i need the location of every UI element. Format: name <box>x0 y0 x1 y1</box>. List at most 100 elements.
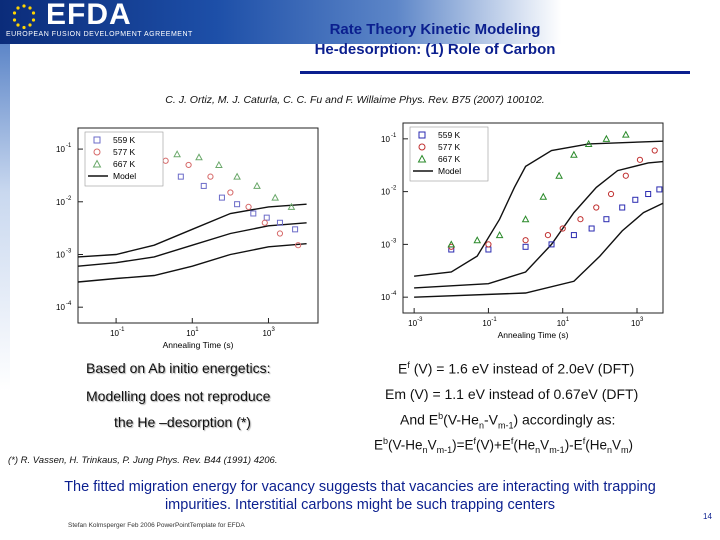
x-tick-label: 10 <box>262 329 271 338</box>
data-point-circle <box>276 230 284 237</box>
data-point-circle <box>651 147 658 154</box>
data-point-triangle <box>473 236 482 244</box>
y-tick-label: 10 <box>381 188 390 197</box>
data-point-triangle <box>584 139 593 147</box>
legend-label: Model <box>113 171 136 181</box>
efda-logo: EFDA <box>46 0 132 31</box>
data-point-triangle <box>495 231 504 239</box>
data-point-square <box>234 201 241 208</box>
data-point-triangle <box>570 150 578 158</box>
y-tick-exponent: -4 <box>66 301 72 307</box>
data-point-circle <box>485 241 492 248</box>
legend-label: 559 K <box>113 135 136 145</box>
legend-marker <box>418 143 426 151</box>
data-point-square <box>218 194 225 201</box>
left-text-line-1: Based on Ab initio energetics: <box>86 360 271 376</box>
legend-label: 667 K <box>438 154 461 164</box>
y-tick-exponent: -2 <box>391 186 397 192</box>
legend-label: Model <box>438 166 461 176</box>
title-line-2: He-desorption: (1) Role of Carbon <box>314 41 556 58</box>
data-point-triangle <box>287 202 296 210</box>
y-tick-exponent: -1 <box>66 143 72 149</box>
model-curve <box>414 202 664 298</box>
model-curve <box>77 203 307 258</box>
x-tick-label: 10 <box>186 329 195 338</box>
x-tick-exponent: -3 <box>417 317 423 323</box>
x-tick-label: 10 <box>110 329 119 338</box>
data-point-triangle <box>555 171 563 179</box>
y-tick-label: 10 <box>381 135 390 144</box>
data-point-circle <box>261 219 268 226</box>
data-point-triangle <box>621 130 630 138</box>
y-tick-label: 10 <box>381 293 390 302</box>
data-point-circle <box>607 190 615 198</box>
y-tick-label: 10 <box>56 198 65 207</box>
title-rule <box>300 71 690 74</box>
header-bar: EFDA EUROPEAN FUSION DEVELOPMENT AGREEME… <box>0 0 720 44</box>
data-point-circle <box>636 156 644 163</box>
y-tick-exponent: -1 <box>391 133 397 139</box>
y-tick-exponent: -4 <box>391 291 397 297</box>
data-point-square <box>276 219 283 226</box>
y-tick-label: 10 <box>56 145 65 154</box>
y-tick-exponent: -3 <box>391 238 397 244</box>
legend-box <box>409 126 489 182</box>
data-point-triangle <box>253 181 261 189</box>
data-point-square <box>200 182 207 189</box>
y-tick-label: 10 <box>56 303 65 312</box>
em-statement: Em (V) = 1.1 eV instead of 0.67eV (DFT) <box>385 386 639 402</box>
x-tick-exponent: 1 <box>566 317 570 323</box>
legend-marker <box>93 148 101 156</box>
footer-text: Stefan Kolmsperger Feb 2006 PowerPointTe… <box>68 522 245 529</box>
data-point-square <box>548 241 555 248</box>
x-tick-label: 10 <box>482 319 491 328</box>
model-curve <box>414 140 664 277</box>
legend-label: 667 K <box>113 159 136 169</box>
legend-label: 577 K <box>113 147 136 157</box>
page-number: 14 <box>703 512 712 521</box>
x-tick-label: 10 <box>408 319 417 328</box>
data-point-circle <box>295 242 302 249</box>
footnote: (*) R. Vassen, H. Trinkaus, P. Jung Phys… <box>8 455 278 466</box>
data-point-circle <box>245 203 252 210</box>
data-point-square <box>632 196 639 203</box>
data-point-triangle <box>195 153 203 161</box>
legend-label: 559 K <box>438 130 461 140</box>
left-text-line-3: the He –desorption (*) <box>114 414 251 430</box>
x-tick-exponent: 1 <box>195 327 199 333</box>
x-axis-label: Annealing Time (s) <box>163 340 234 350</box>
right-chart: 10 -3 10 -1 10 1 10 310 -110 -210 -310 -4Annealing … <box>381 122 664 340</box>
legend-marker <box>418 131 426 139</box>
efda-subtitle: EUROPEAN FUSION DEVELOPMENT AGREEMENT <box>6 31 193 38</box>
x-tick-exponent: -1 <box>491 317 497 323</box>
data-point-circle <box>622 172 629 179</box>
model-curve <box>414 160 664 289</box>
data-point-square <box>619 204 626 211</box>
x-tick-label: 10 <box>557 319 566 328</box>
legend-marker <box>93 136 101 144</box>
conclusion-text: The fitted migration energy for vacancy … <box>64 479 656 513</box>
data-point-circle <box>522 237 529 244</box>
x-tick-label: 10 <box>631 319 640 328</box>
data-point-square <box>177 173 184 180</box>
x-tick-exponent: -1 <box>119 327 125 333</box>
data-point-circle <box>559 225 566 232</box>
data-point-triangle <box>539 192 548 200</box>
data-point-square <box>250 210 257 217</box>
data-point-square <box>656 186 663 193</box>
slide-title: Rate Theory Kinetic Modeling He-desorpti… <box>300 20 570 60</box>
left-text-line-2: Modelling does not reproduce <box>86 388 271 404</box>
data-point-square <box>603 216 610 223</box>
data-point-circle <box>185 161 192 169</box>
model-curve <box>77 243 307 283</box>
data-point-triangle <box>521 215 530 223</box>
y-tick-exponent: -2 <box>66 196 72 202</box>
data-point-circle <box>577 216 584 223</box>
legend-marker <box>92 159 102 168</box>
data-point-square <box>570 232 577 239</box>
y-tick-exponent: -3 <box>66 248 72 254</box>
data-point-circle <box>207 173 214 180</box>
data-point-triangle <box>233 172 241 180</box>
